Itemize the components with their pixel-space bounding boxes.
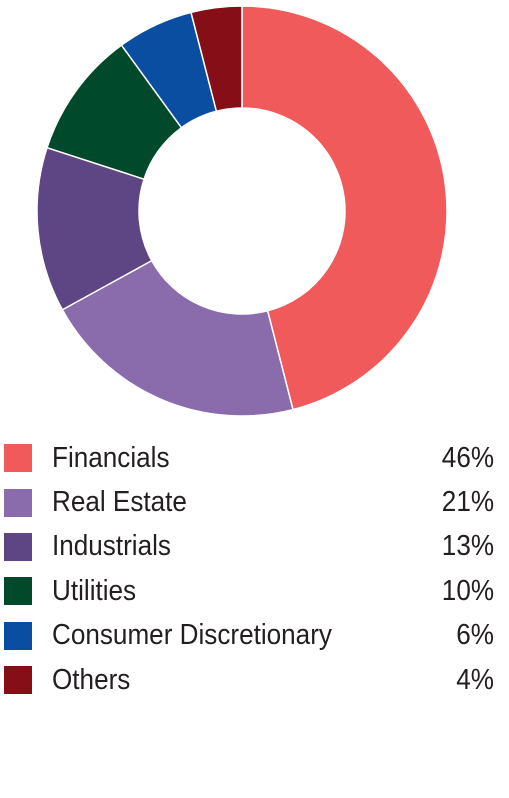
slice-industrials: [36, 146, 153, 311]
legend-label: Real Estate: [52, 486, 187, 519]
legend-item-financials: Financials 46%: [4, 436, 494, 480]
legend-swatch: [4, 532, 32, 561]
legend-value: 6%: [456, 619, 494, 652]
legend-swatch: [4, 444, 32, 473]
legend-label: Industrials: [52, 530, 171, 563]
legend-value: 10%: [441, 574, 494, 607]
legend-label: Utilities: [52, 574, 137, 607]
legend-item-industrials: Industrials 13%: [4, 525, 494, 569]
donut-chart: [36, 5, 448, 417]
legend-label: Financials: [52, 441, 170, 474]
legend-label: Consumer Discretionary: [52, 619, 332, 652]
legend-item-real-estate: Real Estate 21%: [4, 480, 494, 524]
legend-item-consumer-discretionary: Consumer Discretionary 6%: [4, 614, 494, 658]
legend-item-others: Others 4%: [4, 658, 494, 702]
legend-value: 13%: [441, 530, 494, 563]
legend-swatch: [4, 621, 32, 650]
legend-swatch: [4, 666, 32, 695]
legend-swatch: [4, 577, 32, 606]
legend-label: Others: [52, 663, 131, 696]
legend-value: 4%: [456, 663, 494, 696]
legend-value: 21%: [441, 486, 494, 519]
legend-item-utilities: Utilities 10%: [4, 569, 494, 613]
slice-others: [190, 5, 243, 113]
legend-swatch: [4, 488, 32, 517]
slice-real-estate: [61, 259, 294, 417]
legend-value: 46%: [441, 441, 494, 474]
legend: Financials 46% Real Estate 21% Industrials 13…: [4, 436, 494, 702]
slice-financials: [241, 5, 448, 411]
